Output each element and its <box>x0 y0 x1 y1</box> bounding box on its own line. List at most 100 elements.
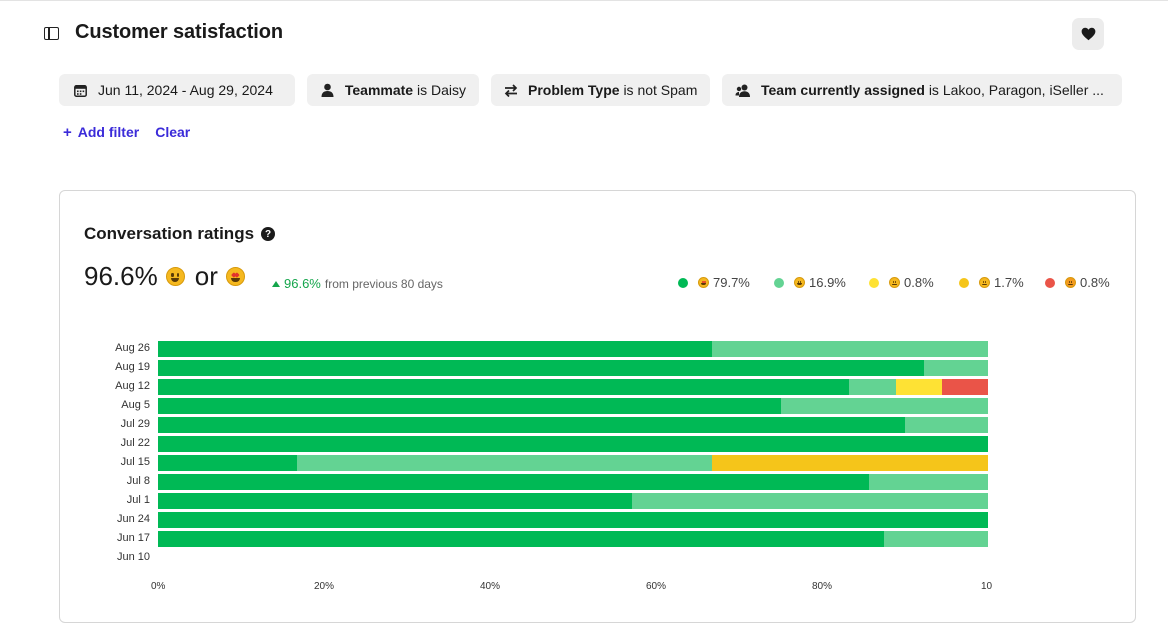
bar-segment[interactable] <box>158 341 712 357</box>
legend-dot <box>869 277 879 288</box>
neutral-face-emoji-icon <box>889 277 900 288</box>
legend-value: 1.7% <box>994 275 1024 290</box>
y-tick-label: Jun 10 <box>116 551 150 563</box>
favorite-button[interactable] <box>1072 18 1104 50</box>
y-tick-label: Jul 8 <box>126 475 150 487</box>
grinning-emoji-icon <box>794 277 805 288</box>
page-title: Customer satisfaction <box>75 21 283 43</box>
star-struck-emoji-icon <box>698 277 709 288</box>
bar-segment[interactable] <box>780 398 988 414</box>
bar-segment[interactable] <box>158 531 885 547</box>
calendar-icon <box>72 82 88 98</box>
bar-segment[interactable] <box>895 379 943 395</box>
legend-dot <box>774 277 784 288</box>
date-range-filter[interactable]: Jun 11, 2024 - Aug 29, 2024 <box>59 74 295 106</box>
bar-segment[interactable] <box>158 398 781 414</box>
metric-value: 96.6% <box>84 261 158 291</box>
bar-segment[interactable] <box>869 474 988 490</box>
date-range-label: Jun 11, 2024 - Aug 29, 2024 <box>98 82 273 98</box>
legend-item: 16.9% <box>774 275 846 290</box>
bar-segment[interactable] <box>631 493 988 509</box>
bar-segment[interactable] <box>942 379 988 395</box>
y-tick-label: Jul 29 <box>120 418 150 430</box>
legend-value: 16.9% <box>809 275 846 290</box>
plus-icon: + <box>63 124 72 141</box>
top-border <box>0 0 1168 1</box>
people-icon <box>735 82 751 98</box>
heart-icon <box>1081 27 1095 41</box>
clear-filters-button[interactable]: Clear <box>155 124 191 140</box>
problem-type-filter[interactable]: Problem Type is not Spam <box>491 74 710 106</box>
y-tick-label: Aug 5 <box>121 399 150 411</box>
star-struck-emoji-icon <box>225 267 245 286</box>
up-triangle-icon <box>272 280 280 287</box>
bar-segment[interactable] <box>711 455 988 471</box>
legend-value: 0.8% <box>1080 275 1110 290</box>
legend-item: 0.8% <box>1045 275 1110 290</box>
teammate-filter[interactable]: Teammate is Daisy <box>307 74 479 106</box>
bar-segment[interactable] <box>158 417 905 433</box>
legend-item: 0.8% <box>869 275 934 290</box>
bar-segment[interactable] <box>849 379 896 395</box>
delta-text: from previous 80 days <box>324 276 443 291</box>
grinning-emoji-icon <box>165 267 185 286</box>
x-tick-label: 10 <box>981 581 993 592</box>
card-title: Conversation ratings ? <box>84 224 276 244</box>
bar-segment[interactable] <box>158 493 632 509</box>
bar-segment[interactable] <box>711 341 988 357</box>
team-filter-field: Team currently assigned <box>761 82 925 98</box>
card-title-text: Conversation ratings <box>84 224 255 243</box>
sidebar-toggle-icon[interactable] <box>44 27 59 40</box>
filter-bar: Jun 11, 2024 - Aug 29, 2024 Teammate is … <box>59 74 1122 106</box>
bar-segment[interactable] <box>158 474 870 490</box>
legend-dot <box>678 277 688 288</box>
legend-dot <box>959 277 969 288</box>
page-header: Customer satisfaction <box>0 0 1168 66</box>
x-tick-label: 40% <box>480 581 501 592</box>
legend-item: 79.7% <box>678 275 750 290</box>
person-icon <box>320 82 335 98</box>
teammate-filter-value: is Daisy <box>416 82 466 98</box>
bar-segment[interactable] <box>884 531 988 547</box>
delta-value: 96.6% <box>284 276 321 291</box>
bar-segment[interactable] <box>158 436 988 452</box>
y-tick-label: Aug 12 <box>115 380 150 392</box>
bar-segment[interactable] <box>158 360 925 376</box>
x-tick-label: 60% <box>646 581 667 592</box>
bar-segment[interactable] <box>905 417 988 433</box>
x-tick-label: 80% <box>812 581 833 592</box>
team-assigned-filter[interactable]: Team currently assigned is Lakoo, Parago… <box>722 74 1122 106</box>
teammate-filter-field: Teammate <box>344 82 414 98</box>
y-tick-label: Jul 22 <box>120 437 150 449</box>
filter-actions: + Add filter Clear <box>63 124 190 141</box>
add-filter-button[interactable]: + Add filter <box>63 124 139 141</box>
x-tick-label: 0% <box>151 581 166 592</box>
problem-type-filter-value: is not Spam <box>623 82 698 98</box>
y-tick-label: Aug 26 <box>115 342 150 354</box>
bar-segment[interactable] <box>158 455 297 471</box>
problem-type-filter-field: Problem Type <box>528 82 620 98</box>
y-tick-label: Jun 17 <box>116 532 150 544</box>
delta-up: 96.6% <box>272 276 321 291</box>
bar-segment[interactable] <box>158 379 850 395</box>
satisfaction-metric: 96.6% or <box>84 261 245 292</box>
legend-item: 1.7% <box>959 275 1024 290</box>
slightly-frowning-emoji-icon <box>979 277 990 288</box>
bar-segment[interactable] <box>158 512 988 528</box>
y-tick-label: Jun 24 <box>116 513 150 525</box>
legend-value: 0.8% <box>904 275 934 290</box>
y-tick-label: Jul 1 <box>126 494 150 506</box>
legend-value: 79.7% <box>713 275 750 290</box>
bar-segment[interactable] <box>924 360 988 376</box>
y-tick-label: Aug 19 <box>115 361 150 373</box>
bar-segment[interactable] <box>296 455 712 471</box>
legend-dot <box>1045 277 1055 288</box>
metric-delta: 96.6% from previous 80 days <box>272 276 443 291</box>
help-icon[interactable]: ? <box>261 227 276 241</box>
x-tick-label: 20% <box>314 581 335 592</box>
team-filter-value: is Lakoo, Paragon, iSeller ... <box>928 82 1104 98</box>
y-tick-label: Jul 15 <box>120 456 150 468</box>
swap-arrows-icon <box>504 82 518 98</box>
add-filter-label: Add filter <box>77 124 140 140</box>
angry-face-emoji-icon <box>1065 277 1076 288</box>
